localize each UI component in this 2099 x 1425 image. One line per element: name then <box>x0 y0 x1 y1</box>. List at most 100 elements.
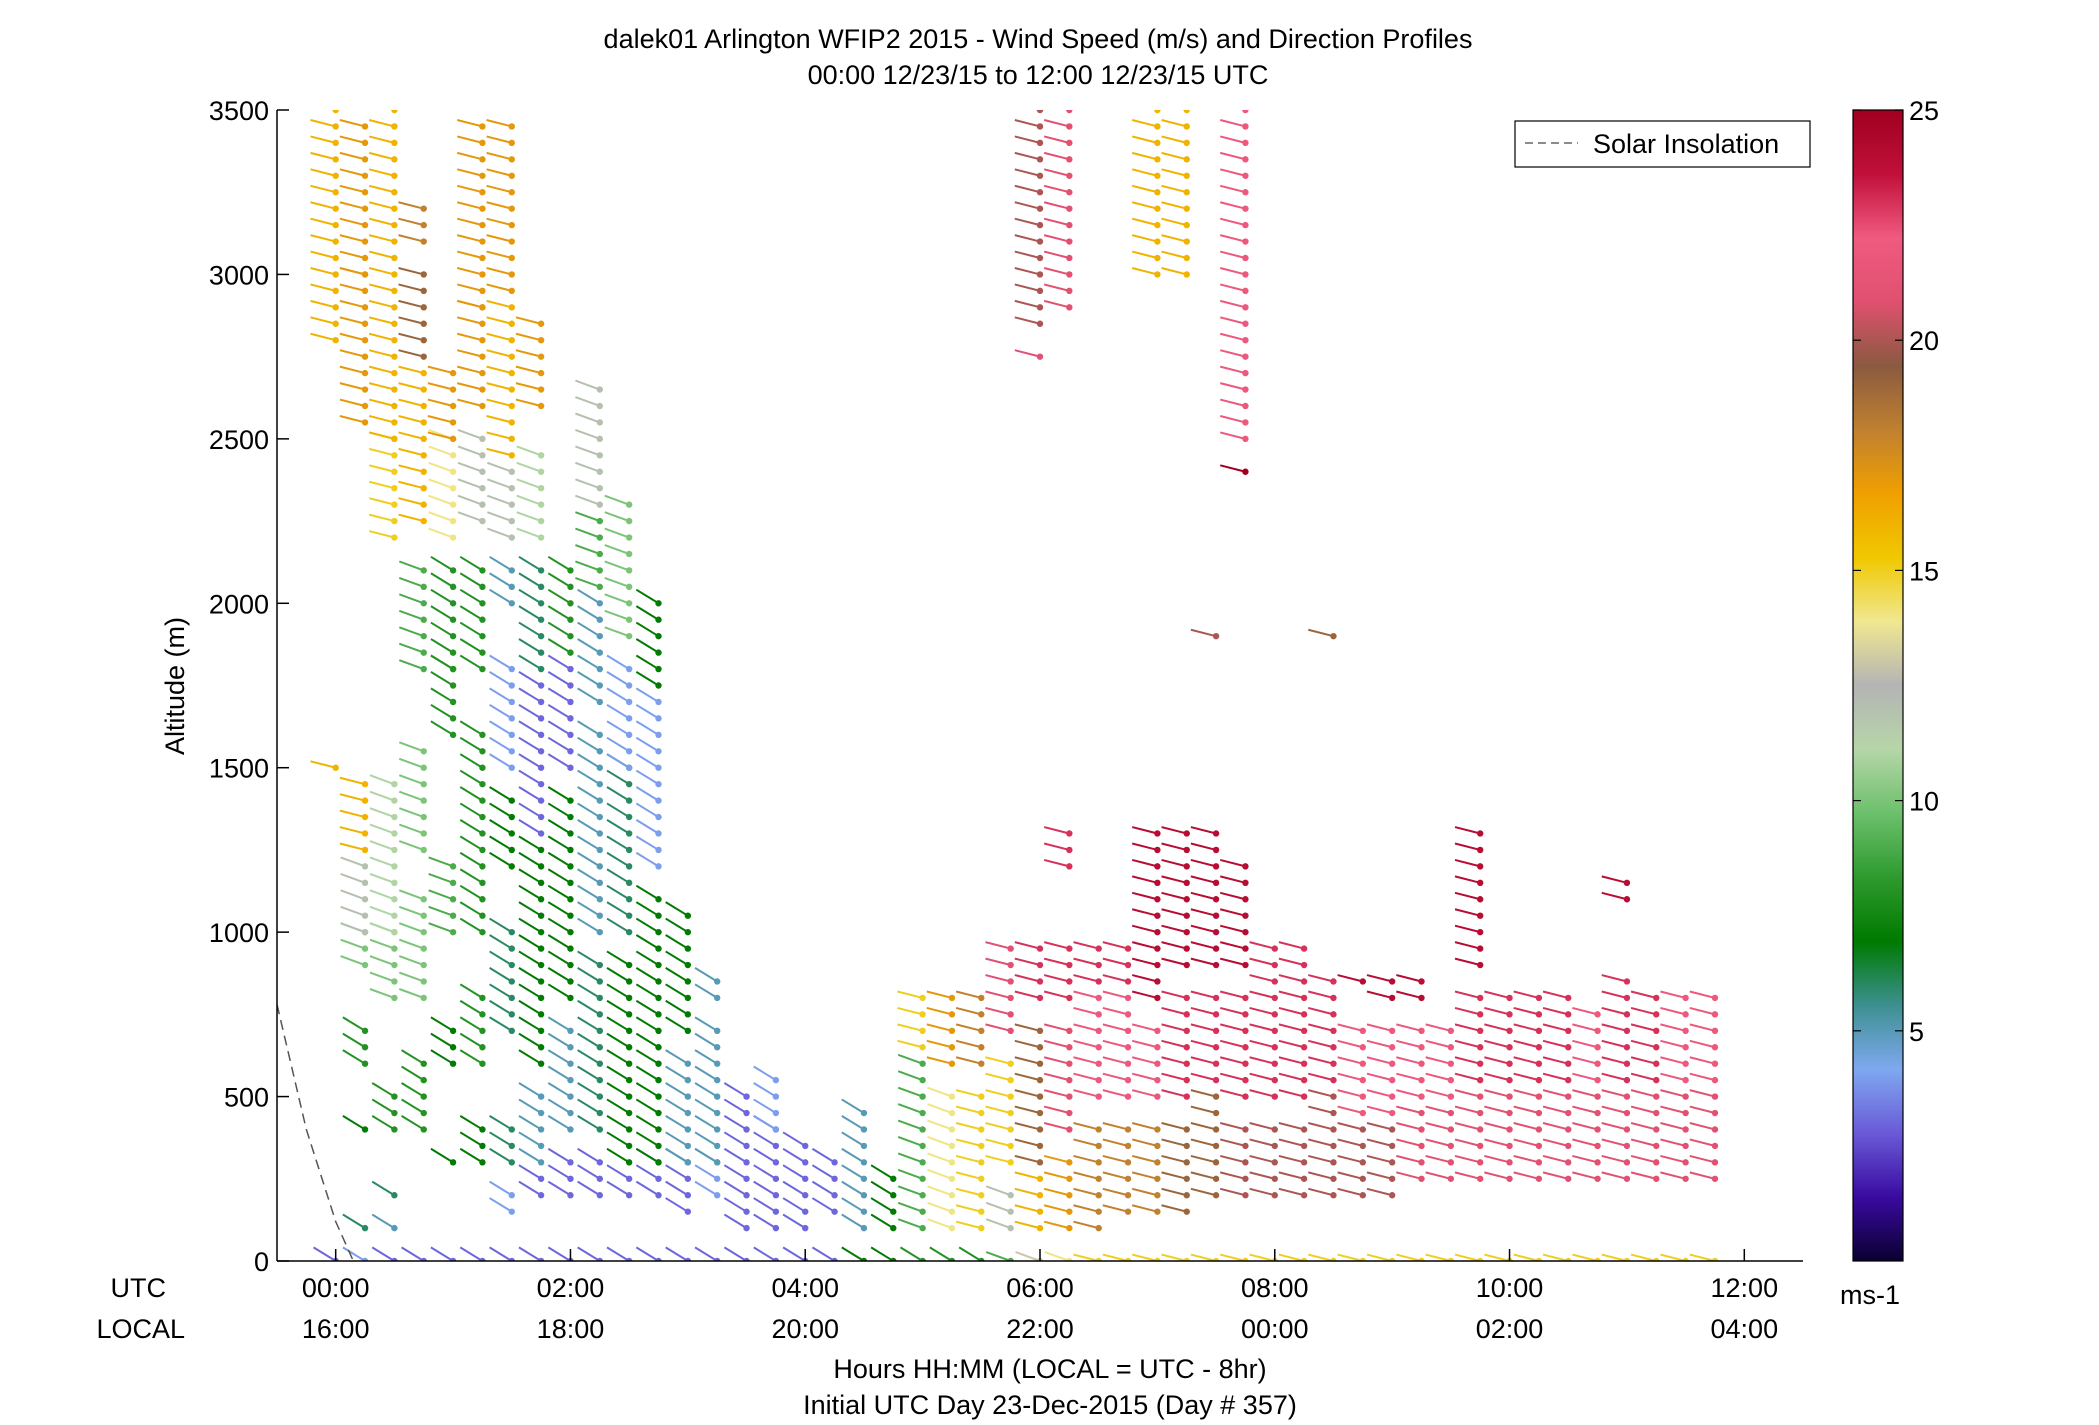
wind-barb-shaft <box>1102 1023 1129 1032</box>
wind-barb-dot <box>655 698 662 706</box>
wind-barb-dot <box>1154 139 1161 147</box>
wind-barb-dot <box>948 1257 956 1261</box>
wind-barb-dot <box>361 1257 369 1261</box>
wind-barb-dot <box>1711 1076 1719 1084</box>
wind-barb-shaft <box>985 1056 1011 1065</box>
wind-barb-shaft <box>1308 1072 1334 1082</box>
wind-barb-dot <box>978 1011 985 1018</box>
wind-barb-shaft <box>1542 1154 1569 1164</box>
wind-barb-dot <box>449 517 457 525</box>
solar-insolation-line <box>277 1004 354 1261</box>
wind-barb-dot <box>508 715 515 722</box>
wind-barb-dot <box>713 1192 721 1199</box>
wind-barb-dot <box>596 632 604 640</box>
wind-barb-shaft <box>1396 1253 1422 1261</box>
wind-barb-dot <box>1476 879 1484 887</box>
wind-barb-dot <box>1594 1093 1601 1100</box>
wind-barb-shaft <box>1630 990 1657 999</box>
wind-barb-dot <box>449 534 457 541</box>
wind-barb-dot <box>537 468 545 475</box>
wind-barb-shaft <box>339 201 366 210</box>
wind-barb-shaft <box>1043 1056 1070 1065</box>
wind-barb-shaft <box>456 151 483 161</box>
wind-barb-dot <box>1154 1257 1161 1261</box>
wind-barb-shaft <box>577 1016 601 1032</box>
wind-barb-shaft <box>457 445 483 457</box>
wind-barb-dot <box>332 287 339 295</box>
wind-barb-dot <box>1447 1060 1455 1067</box>
wind-barb-shaft <box>1073 1138 1099 1147</box>
wind-barb-shaft <box>515 382 542 391</box>
wind-barb-shaft <box>339 332 366 342</box>
wind-barb-shaft <box>694 1115 718 1131</box>
wind-barb-shaft <box>606 1082 630 1098</box>
wind-barb-dot <box>1066 1192 1073 1199</box>
wind-barb-dot <box>1359 1093 1367 1100</box>
wind-barb-shaft <box>577 605 601 621</box>
wind-barb-shaft <box>430 605 454 621</box>
wind-barb-dot <box>449 731 457 739</box>
wind-barb-shaft <box>310 316 336 325</box>
wind-barb-shaft <box>958 1246 982 1261</box>
wind-barb-dot <box>1124 1208 1132 1215</box>
wind-barb-dot <box>508 1257 515 1261</box>
wind-barb-shaft <box>577 1098 601 1114</box>
wind-barb-shaft <box>1542 1023 1569 1032</box>
wind-barb-shaft <box>459 999 483 1016</box>
wind-barb-shaft <box>1513 990 1540 999</box>
wind-barb-shaft <box>1630 1072 1657 1082</box>
wind-barb-dot <box>978 1257 985 1261</box>
wind-barb-shaft <box>518 999 542 1016</box>
wind-barb-shaft <box>369 905 395 917</box>
wind-barb-dot <box>391 879 398 887</box>
wind-barb-shaft <box>635 1098 660 1114</box>
wind-barb-shaft <box>665 950 689 966</box>
wind-barb-shaft <box>1131 908 1158 917</box>
wind-barb-dot <box>567 813 574 821</box>
wind-barb-dot <box>479 353 486 360</box>
wind-barb-dot <box>1095 1027 1102 1035</box>
wind-barb-shaft <box>723 1213 748 1229</box>
wind-barb-dot <box>567 961 574 969</box>
wind-barb-dot <box>391 813 398 821</box>
wind-barb-shaft <box>457 478 483 490</box>
wind-barb-dot <box>1242 912 1249 919</box>
wind-barb-shaft <box>1014 957 1041 966</box>
wind-barb-shaft <box>1043 234 1070 243</box>
wind-barb-dot <box>567 978 574 985</box>
wind-barb-dot <box>537 682 545 689</box>
wind-barb-dot <box>655 1076 662 1084</box>
wind-barb-shaft <box>1043 1154 1070 1164</box>
wind-barb-shaft <box>369 823 395 835</box>
wind-barb-dot <box>1242 238 1249 245</box>
wind-barb-shaft <box>1014 1089 1041 1098</box>
wind-barb-shaft <box>1572 1006 1598 1016</box>
wind-barb-dot <box>537 567 545 574</box>
wind-barb-shaft <box>1366 1056 1393 1065</box>
wind-barb-shaft <box>547 736 571 753</box>
wind-barb-dot <box>508 320 515 327</box>
wind-barb-shaft <box>897 1039 923 1049</box>
wind-barb-dot <box>596 1126 604 1133</box>
wind-barb-shaft <box>457 511 483 523</box>
wind-barb-shaft <box>1219 1171 1246 1180</box>
wind-barb-shaft <box>753 1213 777 1229</box>
wind-barb-dot <box>596 764 604 771</box>
wind-barb-dot <box>479 139 486 147</box>
wind-barb-shaft <box>575 412 601 424</box>
wind-barb-dot <box>1183 1011 1190 1018</box>
wind-barb-shaft <box>1366 1253 1393 1261</box>
wind-barb-shaft <box>430 555 454 572</box>
wind-barb-shaft <box>635 703 660 720</box>
wind-barb-shaft <box>1454 1253 1481 1261</box>
wind-barb-dot <box>361 928 369 936</box>
wind-barb-shaft <box>1219 299 1246 309</box>
wind-barb-dot <box>625 1159 633 1166</box>
wind-barb-dot <box>1124 1126 1132 1133</box>
wind-barb-dot <box>655 978 662 985</box>
wind-barb-shaft <box>1014 1122 1041 1131</box>
wind-barb-dot <box>479 583 486 591</box>
wind-barb-dot <box>1594 1060 1601 1067</box>
wind-barb-shaft <box>342 1049 366 1065</box>
wind-barb-dot <box>1271 1159 1278 1166</box>
